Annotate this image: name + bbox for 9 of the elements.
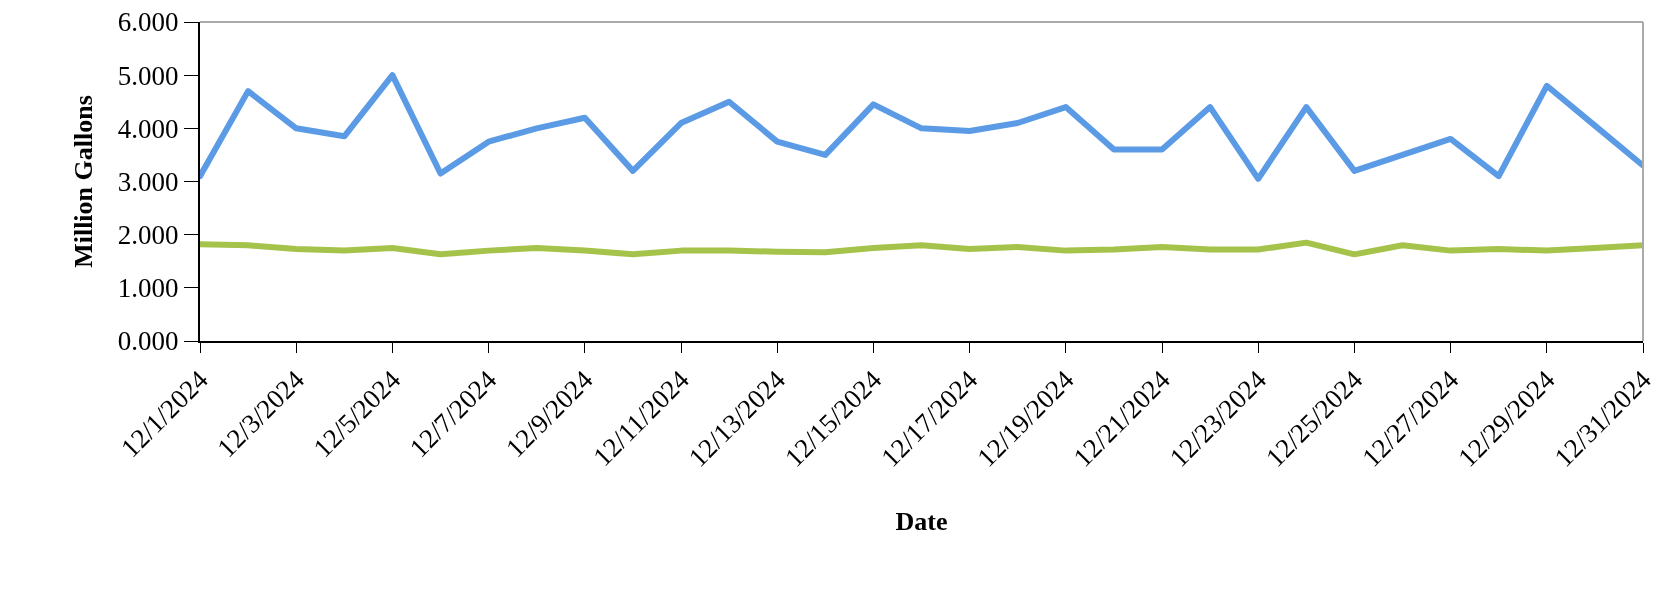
- y-tick-label: 4.000: [117, 113, 179, 144]
- y-axis-title: Million Gallons: [68, 95, 98, 268]
- y-tick-label: 2.000: [117, 220, 179, 251]
- x-axis-title: Date: [895, 506, 948, 536]
- y-tick-label: 5.000: [117, 60, 179, 91]
- y-tick-label: 0.000: [117, 326, 179, 357]
- y-tick-label: 6.000: [117, 7, 179, 38]
- y-tick-label: 3.000: [117, 166, 179, 197]
- y-tick-label: 1.000: [117, 273, 179, 304]
